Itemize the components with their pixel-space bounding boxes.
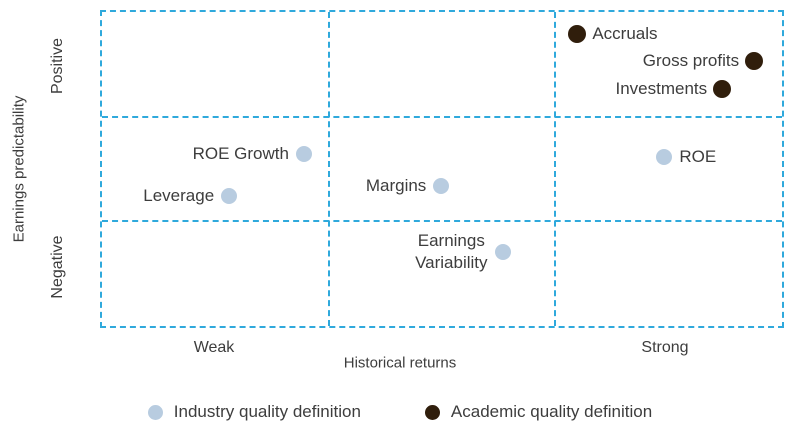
industry-point-dot-icon bbox=[221, 187, 238, 204]
grid-line-horizontal-2 bbox=[102, 220, 782, 223]
point-label: Accruals bbox=[592, 23, 658, 43]
grid-line-vertical-1 bbox=[327, 12, 330, 326]
industry-legend-dot-icon bbox=[147, 404, 163, 420]
plot-area: ROE Growth Leverage Margins Earnings Variab… bbox=[100, 10, 784, 328]
y-tick-negative: Negative bbox=[49, 235, 66, 299]
point-label: Earnings Variability bbox=[415, 230, 488, 272]
point-label: Margins bbox=[365, 175, 427, 195]
industry-point-dot-icon bbox=[295, 146, 312, 163]
industry-point-dot-icon bbox=[494, 243, 511, 260]
point-label: ROE bbox=[679, 147, 717, 167]
grid-line-vertical-2 bbox=[554, 12, 557, 326]
industry-point-dot-icon bbox=[656, 149, 673, 166]
point-label: Investments bbox=[615, 78, 708, 98]
academic-legend-dot-icon bbox=[424, 404, 440, 420]
point-label: Gross profits bbox=[642, 51, 740, 71]
x-tick-weak: Weak bbox=[193, 339, 235, 356]
academic-point-dot-icon bbox=[713, 79, 732, 98]
point-label: ROE Growth bbox=[192, 144, 289, 164]
industry-point-dot-icon bbox=[433, 177, 450, 194]
legend-label-industry: Industry quality definition bbox=[173, 402, 361, 421]
legend-label-academic: Academic quality definition bbox=[450, 402, 653, 421]
point-label: Leverage bbox=[143, 185, 215, 205]
y-axis-title: Earnings predictability bbox=[10, 95, 28, 243]
grid-line-horizontal-1 bbox=[102, 115, 782, 118]
legend-item-industry: Industry quality definition bbox=[147, 402, 361, 422]
y-tick-positive: Positive bbox=[49, 37, 66, 95]
legend-item-academic: Academic quality definition bbox=[424, 402, 653, 422]
legend: Industry quality definition Academic qua… bbox=[0, 398, 800, 426]
x-tick-strong: Strong bbox=[641, 339, 689, 356]
academic-point-dot-icon bbox=[568, 24, 587, 43]
x-axis-title: Historical returns bbox=[343, 354, 457, 372]
academic-point-dot-icon bbox=[745, 52, 764, 71]
